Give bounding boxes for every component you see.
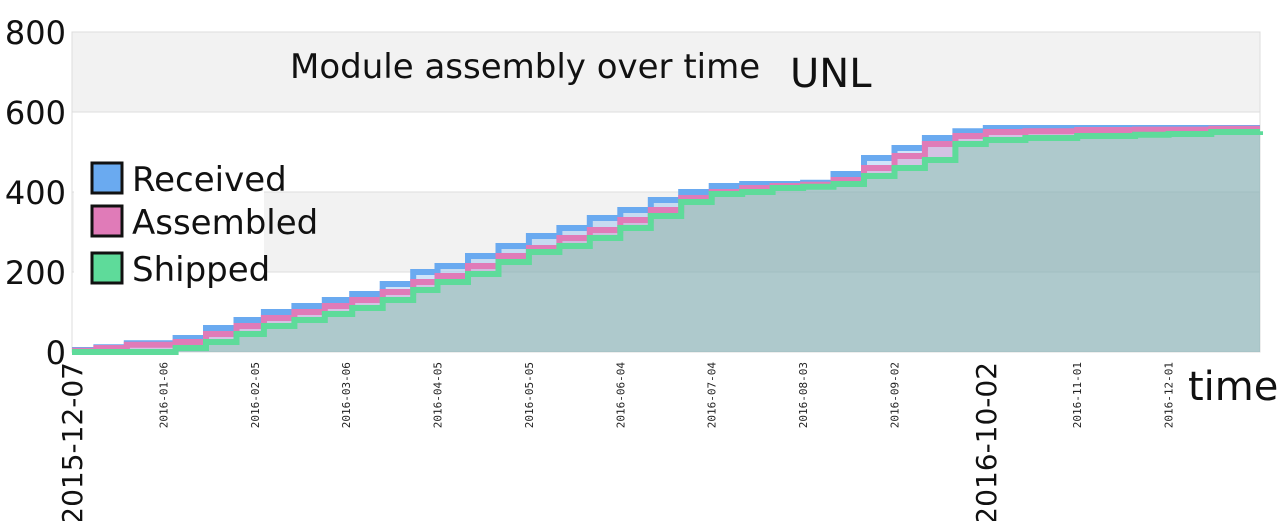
legend-swatch [90, 161, 124, 195]
legend-swatch [90, 251, 124, 285]
legend-label: Received [132, 160, 287, 200]
x-axis-ticks: 2015-12-07 2016-01-06 2016-02-05 2016-03-06… [56, 362, 1176, 521]
y-tick-label: 0 [46, 334, 66, 372]
area-shipped [72, 131, 1260, 352]
area-assembled [72, 128, 1260, 352]
x-tick-label: 2016-03-06 [340, 362, 353, 428]
x-tick-label: 2016-09-02 [889, 362, 902, 428]
x-tick-label: 2016-11-01 [1071, 362, 1084, 428]
x-tick-label: 2015-12-07 [56, 362, 89, 521]
chart-subtitle: UNL [790, 51, 872, 97]
x-axis-label: time [1188, 364, 1278, 410]
legend-swatch [90, 204, 124, 238]
legend-label: Shipped [132, 250, 270, 290]
grid-band [71, 191, 1261, 273]
x-tick-label: 2016-02-05 [249, 362, 262, 428]
x-tick-label: 2016-07-04 [706, 362, 719, 429]
x-tick-label: 2016-12-01 [1163, 362, 1176, 428]
y-axis-ticks: 0 200 400 600 800 [5, 14, 66, 372]
chart-title: Module assembly over time [290, 47, 760, 87]
y-tick-label: 400 [5, 174, 66, 212]
x-tick-label: 2016-06-04 [614, 362, 627, 429]
series-lines [72, 125, 1263, 355]
x-tick-label: 2016-10-02 [970, 362, 1003, 521]
legend-label: Assembled [132, 203, 318, 243]
grid-band [71, 31, 1261, 113]
x-tick-label: 2016-05-05 [523, 362, 536, 428]
x-tick-label: 2016-04-05 [432, 362, 445, 428]
x-tick-label: 2016-01-06 [157, 362, 170, 428]
line-shipped [72, 129, 1263, 355]
y-tick-label: 200 [5, 254, 66, 292]
y-tick-label: 800 [5, 14, 66, 52]
grid-bands [71, 31, 1261, 353]
y-tick-label: 600 [5, 94, 66, 132]
x-tick-label: 2016-08-03 [797, 362, 810, 428]
